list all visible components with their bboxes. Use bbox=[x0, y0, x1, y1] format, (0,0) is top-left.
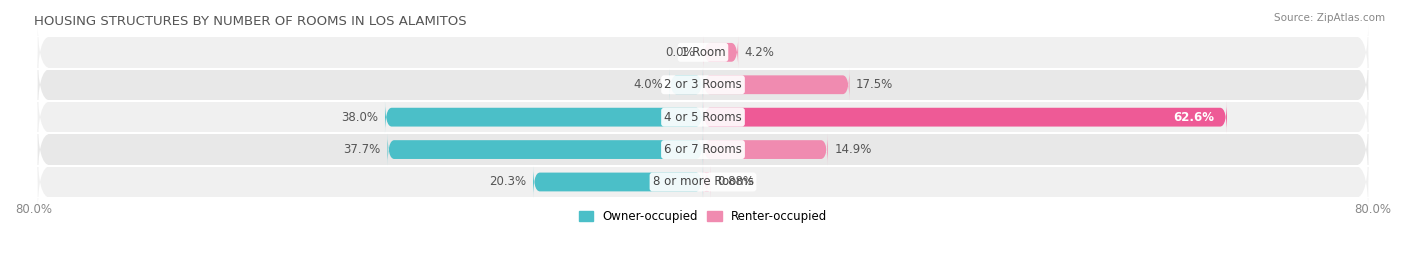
Text: 62.6%: 62.6% bbox=[1174, 111, 1215, 124]
FancyBboxPatch shape bbox=[703, 36, 738, 69]
Text: 4.0%: 4.0% bbox=[633, 78, 662, 91]
Text: 4 or 5 Rooms: 4 or 5 Rooms bbox=[664, 111, 742, 124]
FancyBboxPatch shape bbox=[38, 20, 1368, 85]
FancyBboxPatch shape bbox=[533, 165, 703, 199]
FancyBboxPatch shape bbox=[38, 84, 1368, 150]
Text: 20.3%: 20.3% bbox=[489, 175, 526, 189]
FancyBboxPatch shape bbox=[703, 133, 828, 166]
Text: 0.0%: 0.0% bbox=[665, 46, 695, 59]
Text: 0.88%: 0.88% bbox=[717, 175, 754, 189]
FancyBboxPatch shape bbox=[703, 165, 710, 199]
FancyBboxPatch shape bbox=[385, 101, 703, 134]
Text: 17.5%: 17.5% bbox=[856, 78, 893, 91]
FancyBboxPatch shape bbox=[38, 52, 1368, 118]
FancyBboxPatch shape bbox=[703, 68, 849, 101]
Text: 38.0%: 38.0% bbox=[342, 111, 378, 124]
Text: 37.7%: 37.7% bbox=[343, 143, 381, 156]
Text: HOUSING STRUCTURES BY NUMBER OF ROOMS IN LOS ALAMITOS: HOUSING STRUCTURES BY NUMBER OF ROOMS IN… bbox=[34, 15, 467, 28]
FancyBboxPatch shape bbox=[388, 133, 703, 166]
Text: 4.2%: 4.2% bbox=[745, 46, 775, 59]
FancyBboxPatch shape bbox=[669, 68, 703, 101]
FancyBboxPatch shape bbox=[703, 101, 1227, 134]
Text: 6 or 7 Rooms: 6 or 7 Rooms bbox=[664, 143, 742, 156]
Text: 14.9%: 14.9% bbox=[834, 143, 872, 156]
Text: 2 or 3 Rooms: 2 or 3 Rooms bbox=[664, 78, 742, 91]
FancyBboxPatch shape bbox=[38, 149, 1368, 215]
Text: 1 Room: 1 Room bbox=[681, 46, 725, 59]
Legend: Owner-occupied, Renter-occupied: Owner-occupied, Renter-occupied bbox=[574, 206, 832, 228]
Text: Source: ZipAtlas.com: Source: ZipAtlas.com bbox=[1274, 13, 1385, 23]
FancyBboxPatch shape bbox=[38, 117, 1368, 182]
Text: 8 or more Rooms: 8 or more Rooms bbox=[652, 175, 754, 189]
